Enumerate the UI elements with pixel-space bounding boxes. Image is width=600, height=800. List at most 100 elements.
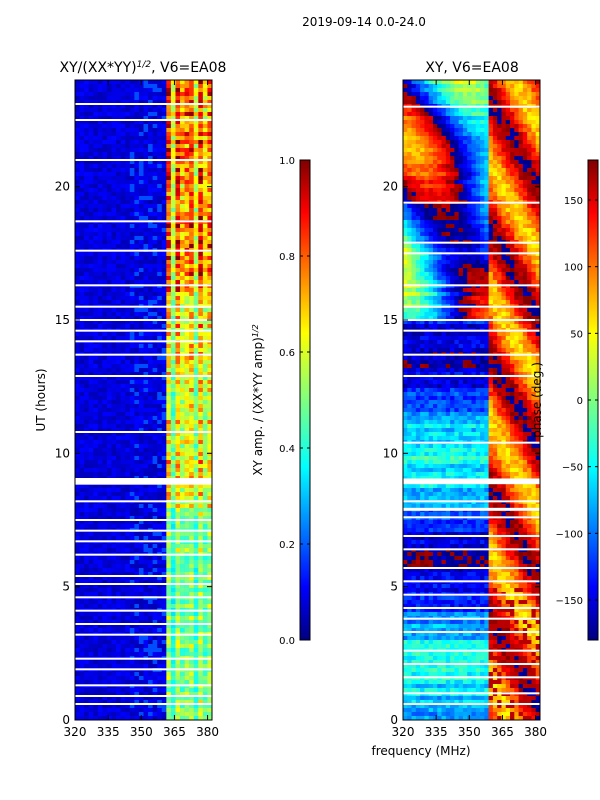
panel1-cell — [148, 420, 153, 425]
panel1-cell — [152, 568, 158, 573]
panel1-cell — [161, 468, 167, 473]
panel1-cell — [180, 204, 185, 209]
panel2-cell — [462, 84, 468, 89]
panel1-cell — [184, 604, 190, 609]
panel1-cell — [198, 580, 204, 585]
panel1-cell — [106, 344, 112, 349]
panel1-cell — [202, 672, 208, 677]
panel1-cell — [129, 280, 135, 285]
panel1-cell — [84, 360, 89, 365]
panel1-cell — [97, 348, 103, 353]
panel1-cell — [148, 396, 153, 401]
panel1-cell — [161, 520, 167, 525]
panel1-cell — [106, 176, 112, 181]
panel1-cell — [152, 368, 158, 373]
panel1-gap — [75, 529, 212, 532]
panel1-cell — [184, 404, 190, 409]
panel1-cell — [148, 516, 153, 521]
panel1-cell — [88, 612, 94, 617]
panel1-cell — [161, 488, 167, 493]
panel1-cell — [189, 504, 195, 509]
panel1-cell — [111, 424, 117, 429]
panel1-cell — [148, 240, 153, 245]
panel1-cell — [184, 160, 190, 165]
panel2-cell — [535, 84, 541, 89]
panel1-cell — [106, 616, 112, 621]
panel1-cell — [93, 300, 99, 305]
panel1-cell — [88, 556, 94, 561]
panel2-cell — [415, 80, 421, 85]
panel1-cell — [166, 188, 172, 193]
panel1-cell — [116, 128, 121, 133]
panel1-cell — [111, 516, 117, 521]
panel1-cell — [88, 232, 94, 237]
panel1-cell — [102, 92, 108, 97]
panel1-cell — [79, 148, 85, 153]
panel1-cell — [88, 100, 94, 105]
panel1-cell — [148, 288, 153, 293]
panel1-cell — [79, 692, 85, 697]
panel1-cell — [152, 524, 158, 529]
panel1-cell — [97, 420, 103, 425]
panel1-cell — [175, 444, 181, 449]
panel1-cell — [106, 184, 112, 189]
panel1-cell — [79, 456, 85, 461]
panel1-cell — [152, 508, 158, 513]
panel1-cell — [120, 280, 126, 285]
panel1-cell — [120, 712, 126, 717]
colorbar1-tick-label: 0.6 — [279, 348, 295, 359]
panel1-cell — [75, 180, 80, 185]
panel2-cell — [514, 80, 519, 85]
panel1-cell — [79, 96, 85, 101]
panel1-cell — [84, 712, 89, 717]
panel1-cell — [134, 712, 140, 717]
panel1-cell — [97, 264, 103, 269]
panel1-cell — [148, 156, 153, 161]
panel1-cell — [143, 88, 149, 93]
panel1-cell — [148, 532, 153, 537]
panel1-cell — [170, 688, 176, 693]
panel1-cell — [134, 448, 140, 453]
panel1-cell — [170, 308, 176, 313]
panel1-cell — [175, 412, 181, 417]
panel1-gap — [75, 480, 212, 485]
panel1-cell — [189, 492, 195, 497]
panel1-cell — [120, 504, 126, 509]
panel1-cell — [152, 156, 158, 161]
panel1-cell — [120, 108, 126, 113]
panel1-cell — [202, 200, 208, 205]
panel1-cell — [120, 512, 126, 517]
panel1-cell — [198, 196, 204, 201]
panel1-cell — [129, 232, 135, 237]
panel1-cell — [75, 292, 80, 297]
panel1-cell — [129, 652, 135, 657]
panel1-cell — [97, 160, 103, 165]
panel1-cell — [189, 556, 195, 561]
panel1-cell — [180, 372, 185, 377]
panel1-cell — [170, 196, 176, 201]
panel1-cell — [106, 576, 112, 581]
panel1-cell — [152, 212, 158, 217]
panel1-cell — [84, 424, 89, 429]
panel1-cell — [79, 272, 85, 277]
panel1-cell — [166, 452, 172, 457]
panel1-cell — [143, 696, 149, 701]
panel1-cell — [202, 180, 208, 185]
panel1-cell — [102, 204, 108, 209]
panel1-cell — [202, 164, 208, 169]
panel1-cell — [207, 128, 213, 133]
panel1-cell — [97, 588, 103, 593]
panel1-cell — [207, 140, 213, 145]
panel1-cell — [161, 636, 167, 641]
panel1-cell — [120, 264, 126, 269]
panel1-cell — [116, 148, 121, 153]
panel1-cell — [116, 520, 121, 525]
panel1-cell — [106, 456, 112, 461]
panel1-cell — [106, 256, 112, 261]
panel1-cell — [175, 452, 181, 457]
panel1-cell — [143, 416, 149, 421]
panel1-cell — [93, 372, 99, 377]
panel1-cell — [184, 356, 190, 361]
panel1-cell — [189, 168, 195, 173]
panel1-cell — [125, 416, 131, 421]
